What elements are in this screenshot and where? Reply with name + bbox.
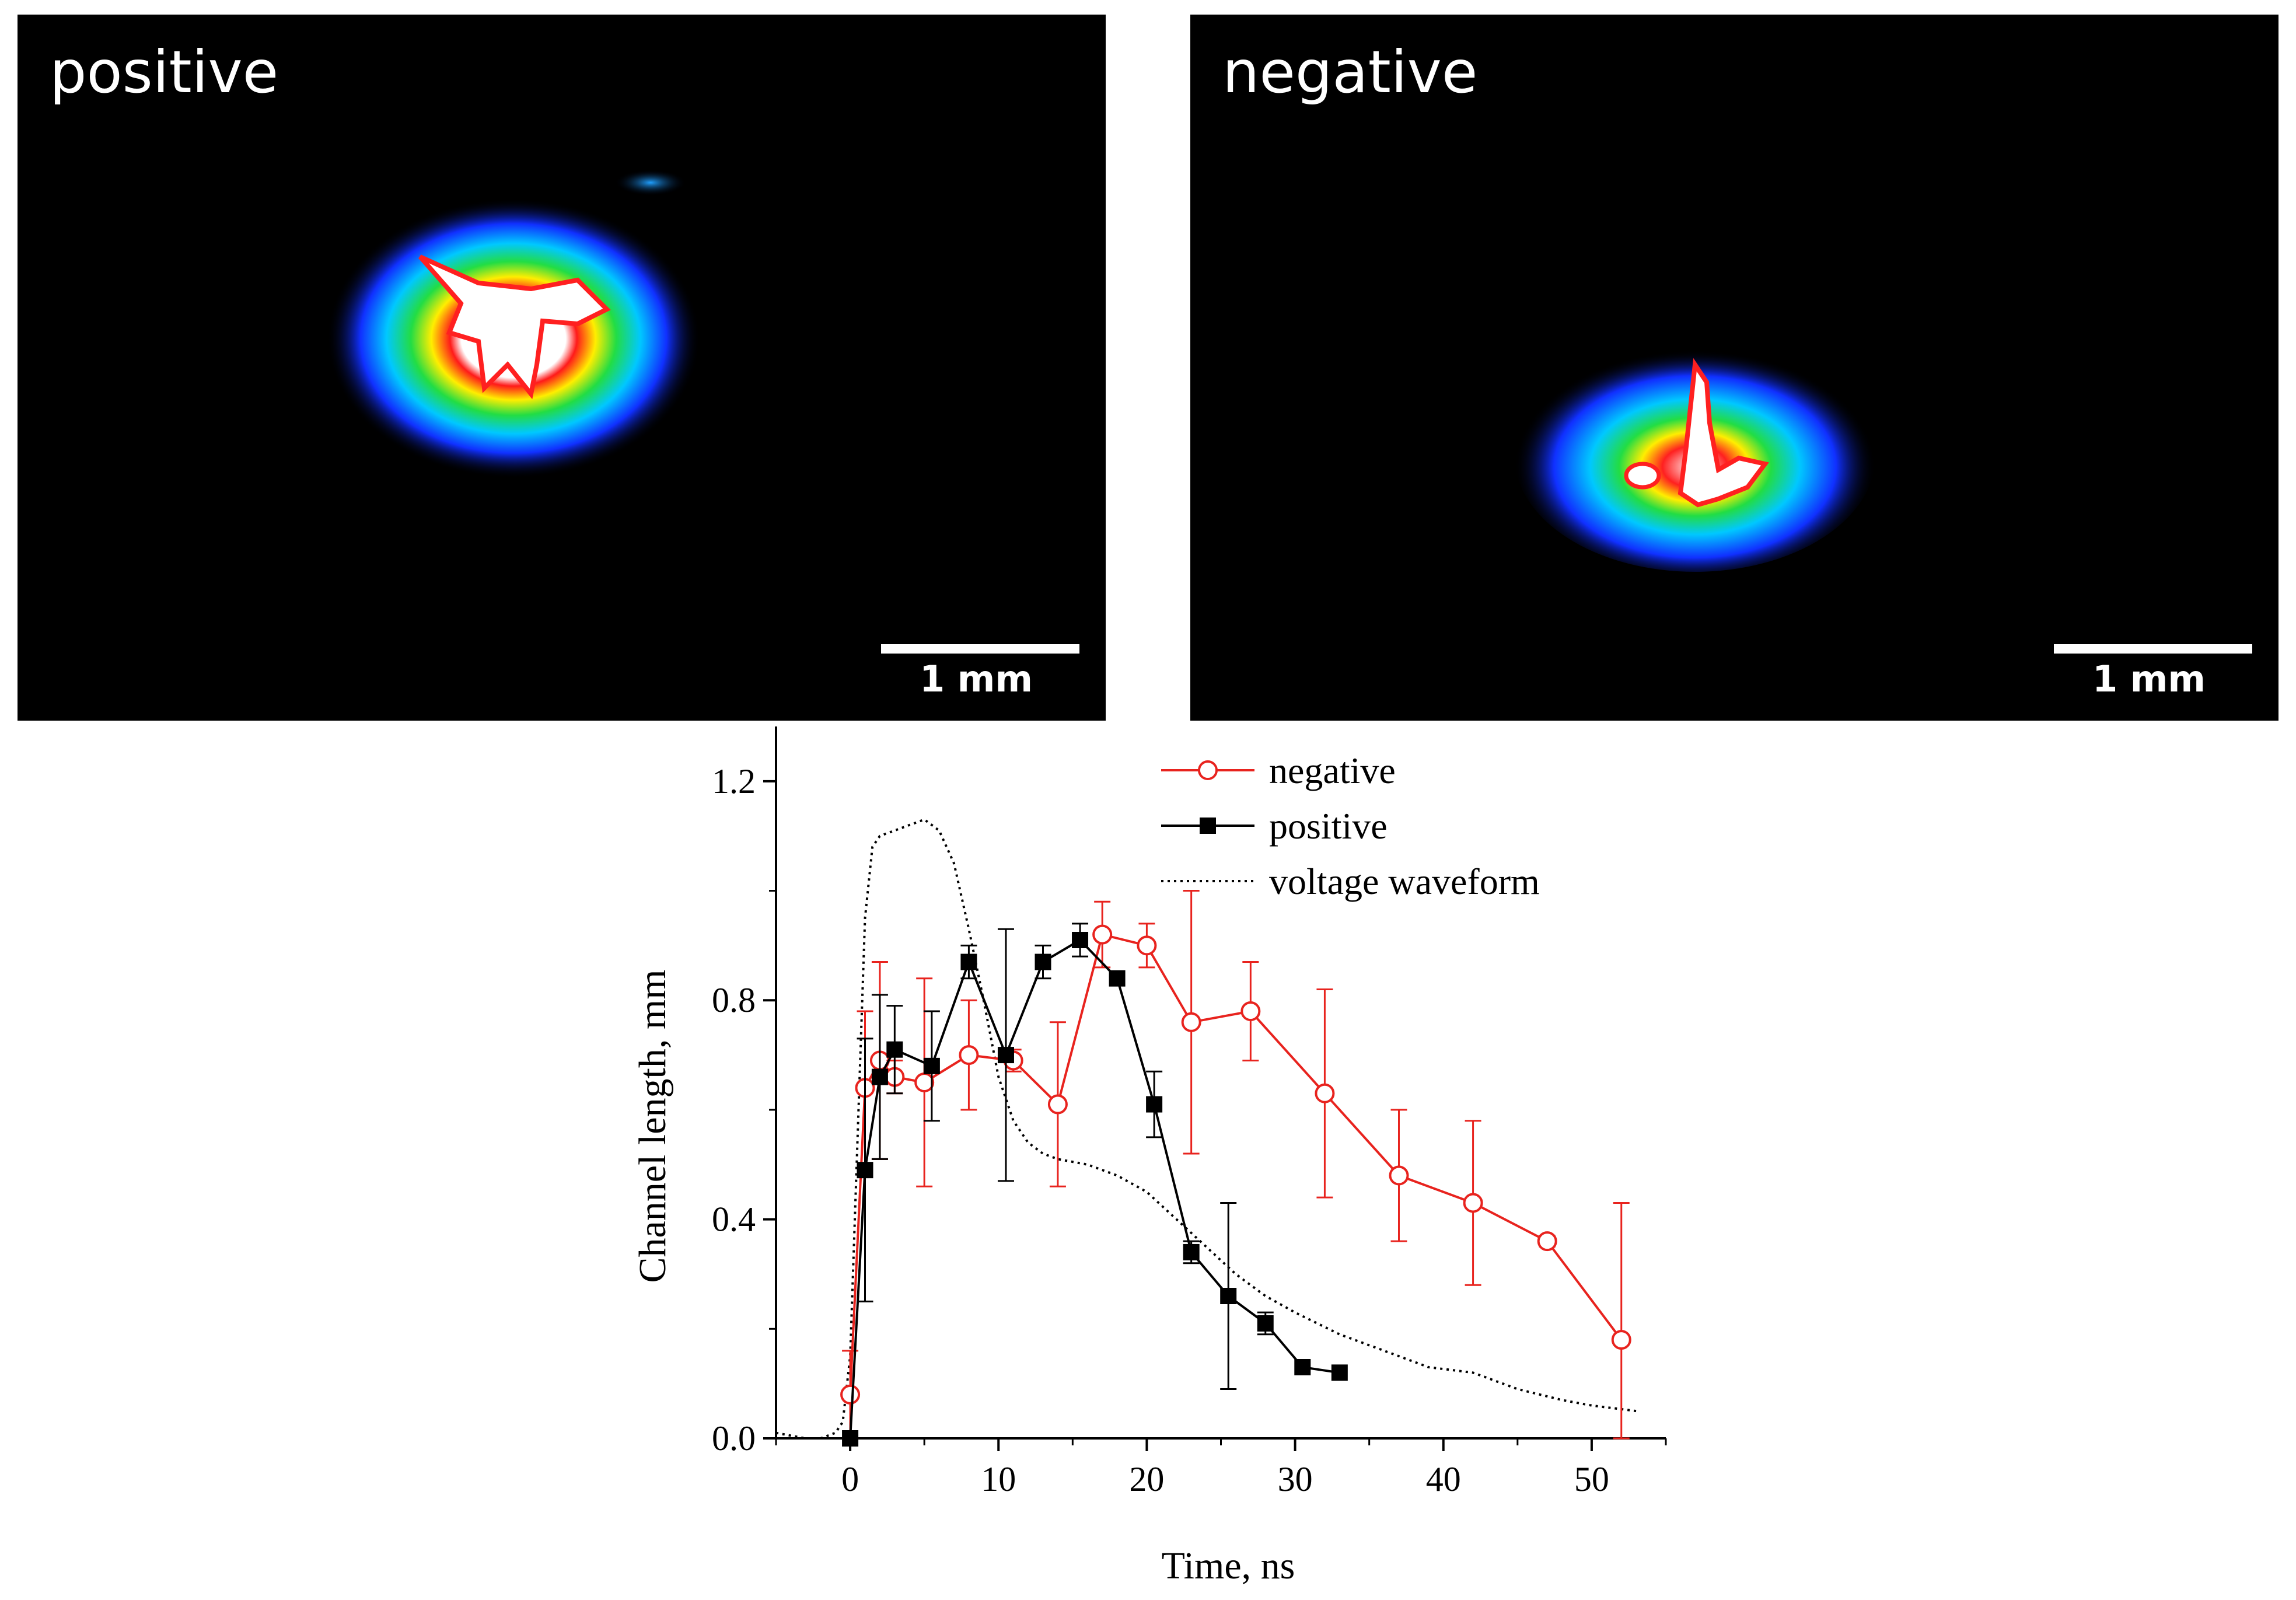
- negative-data-point: [1389, 1165, 1409, 1186]
- negative-data-point: [959, 1045, 979, 1065]
- negative-data-point: [1537, 1231, 1557, 1252]
- y-axis-label: Channel length, mm: [631, 969, 674, 1283]
- positive-data-point: [886, 1041, 903, 1058]
- positive-data-point: [1035, 953, 1051, 970]
- negative-data-point: [1611, 1330, 1631, 1350]
- scale-bar: [2054, 644, 2252, 654]
- positive-data-point: [960, 953, 977, 970]
- chart-legend: negative positive voltage waveform: [1161, 750, 1540, 902]
- negative-series-line: [849, 933, 1623, 1395]
- x-tick-label: 50: [1574, 1460, 1609, 1498]
- positive-image-panel: positive 1 mm: [18, 15, 1106, 721]
- positive-data-point: [1146, 1096, 1163, 1113]
- legend-label-negative: negative: [1269, 750, 1396, 791]
- negative-image-panel: negative 1 mm: [1190, 15, 2278, 721]
- x-tick-label: 0: [841, 1460, 859, 1498]
- x-tick-label: 10: [981, 1460, 1016, 1498]
- scale-bar: [881, 644, 1079, 654]
- positive-data-point: [1294, 1359, 1311, 1375]
- chart-series: [775, 818, 1637, 1447]
- y-tick-label: 1.2: [712, 762, 756, 801]
- negative-data-point: [1137, 935, 1157, 956]
- x-tick-label: 30: [1278, 1460, 1313, 1498]
- panel-label-negative: negative: [1222, 38, 1478, 106]
- negative-discharge-image: [1514, 338, 1876, 572]
- negative-data-point: [1315, 1083, 1335, 1103]
- legend-label-positive: positive: [1269, 805, 1388, 847]
- negative-data-point: [1240, 1001, 1261, 1021]
- x-tick-label: 20: [1129, 1460, 1164, 1498]
- negative-data-point: [1047, 1094, 1068, 1115]
- positive-data-point: [871, 1068, 888, 1085]
- legend-marker-negative: [1198, 760, 1218, 780]
- negative-data-point: [1092, 924, 1113, 945]
- legend-marker-positive: [1200, 818, 1216, 834]
- legend-label-voltage-waveform: voltage waveform: [1269, 861, 1540, 902]
- y-tick-label: 0.0: [712, 1419, 756, 1458]
- positive-series-line: [849, 938, 1340, 1439]
- panel-label-positive: positive: [50, 38, 279, 106]
- positive-discharge-image: [327, 170, 700, 478]
- x-tick-label: 40: [1426, 1460, 1461, 1498]
- negative-data-point: [914, 1073, 935, 1092]
- positive-data-point: [1072, 932, 1089, 948]
- positive-data-point: [842, 1430, 859, 1447]
- y-tick-label: 0.4: [712, 1200, 756, 1239]
- positive-data-point: [1109, 970, 1126, 987]
- positive-data-point: [923, 1057, 940, 1074]
- positive-data-point: [1183, 1243, 1200, 1260]
- positive-data-point: [857, 1162, 873, 1179]
- negative-data-point: [1463, 1193, 1483, 1213]
- scale-bar-label: 1 mm: [920, 658, 1033, 700]
- positive-data-point: [997, 1047, 1014, 1064]
- negative-data-point: [1181, 1012, 1201, 1032]
- chart-axes: 0 10 20 30 40 50 0.0 0.4 0.8 1.2: [712, 726, 1667, 1498]
- x-axis-label: Time, ns: [1162, 1545, 1295, 1587]
- y-tick-label: 0.8: [712, 981, 756, 1019]
- scale-bar-label: 1 mm: [2092, 658, 2206, 700]
- positive-data-point: [1257, 1315, 1274, 1332]
- positive-data-point: [1220, 1288, 1237, 1304]
- negative-data-point: [840, 1384, 861, 1405]
- voltage-waveform-line: [775, 818, 1637, 1440]
- positive-data-point: [1331, 1364, 1348, 1381]
